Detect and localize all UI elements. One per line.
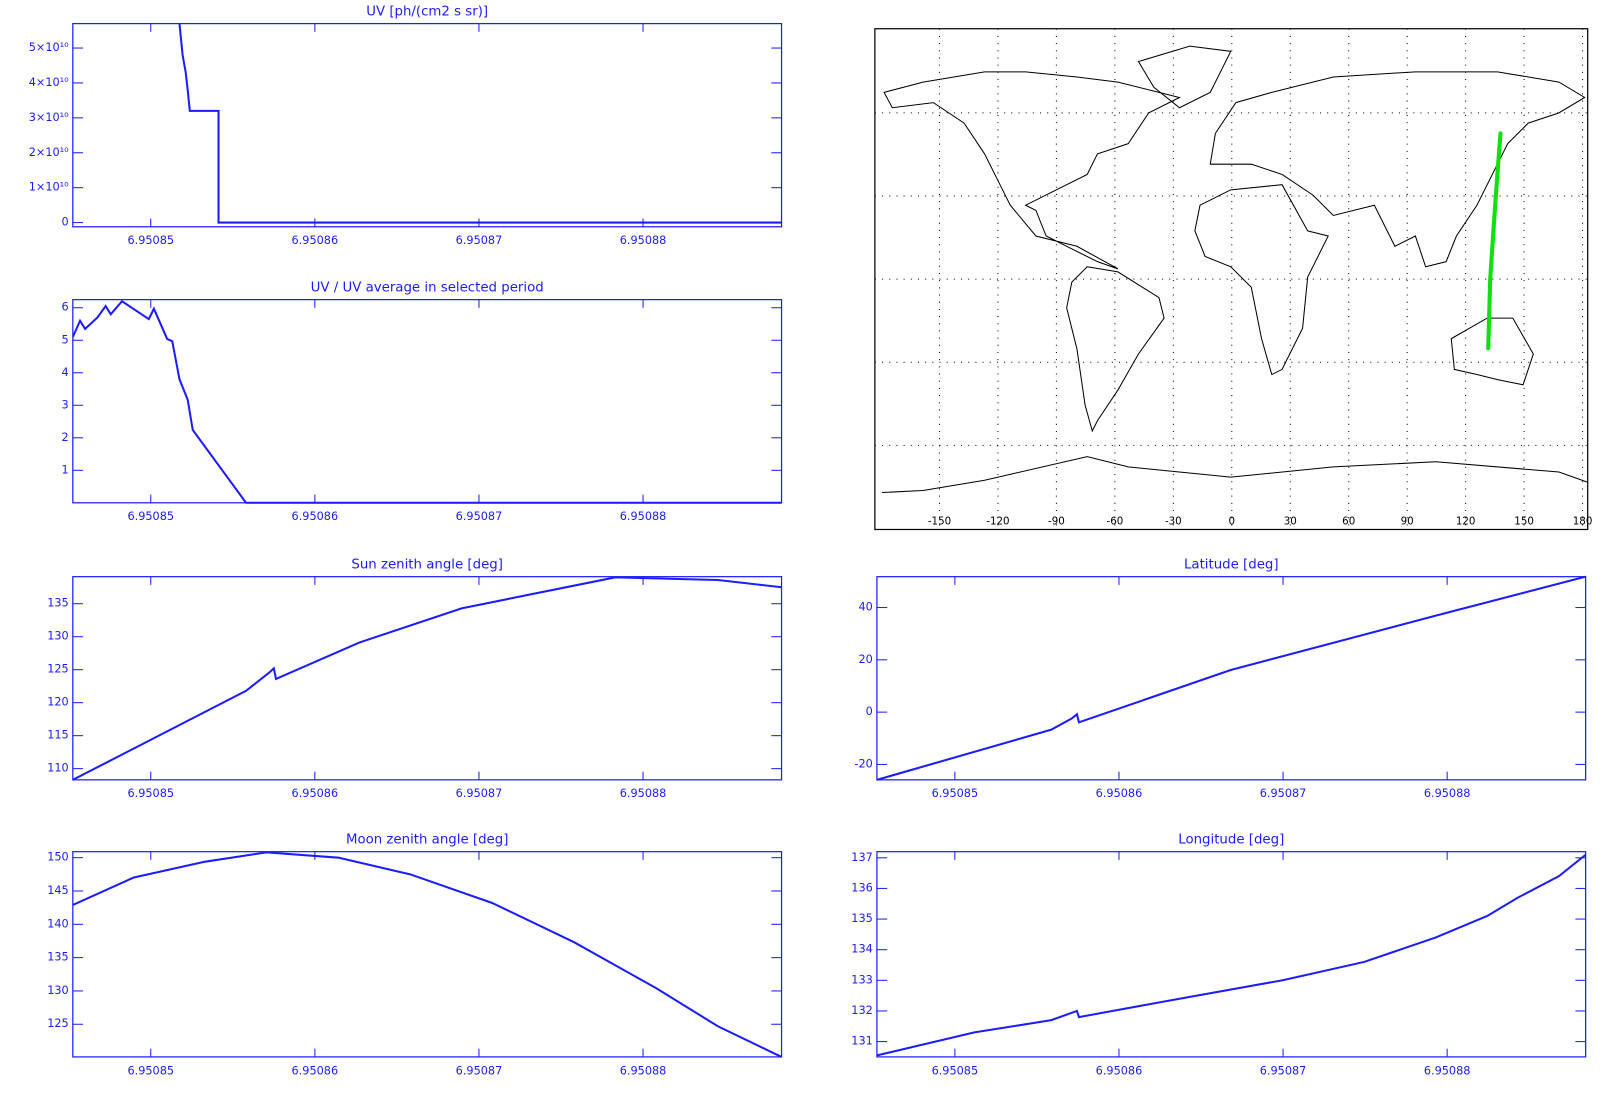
y-tick-label: 133 [851,973,873,986]
x-tick-label: 0 [1229,515,1236,527]
x-tick-label: 6.95087 [456,787,503,800]
y-tick-label: 135 [851,912,873,925]
y-tick-label: 132 [851,1004,873,1017]
coastline [1194,184,1329,376]
x-tick-label: -60 [1106,515,1123,527]
x-tick-label: 30 [1284,515,1297,527]
x-tick-label: 6.95088 [1424,787,1471,800]
y-tick-label: 120 [47,696,69,709]
y-tick-label: 1×10¹⁰ [29,181,69,194]
y-tick-label: 4×10¹⁰ [29,76,69,89]
data-line [72,851,782,1058]
y-tick-label: 136 [851,881,873,894]
y-tick-label: 125 [47,663,69,676]
x-tick-label: 6.95085 [932,787,979,800]
x-tick-label: 6.95085 [127,234,174,247]
y-tick-label: 3×10¹⁰ [29,111,69,124]
y-tick-label: 5 [62,333,69,346]
x-tick-label: 6.95087 [456,234,503,247]
plot-frame [72,22,783,228]
y-tick-label: 140 [47,917,69,930]
x-tick-label: 6.95087 [456,1064,503,1077]
plot-frame [72,851,783,1058]
x-tick-label: 6.95087 [1260,787,1307,800]
y-tick-label: 135 [47,951,69,964]
x-tick-label: 6.95086 [292,234,339,247]
y-tick-label: 40 [858,601,872,614]
chart-title: Sun zenith angle [deg] [351,557,503,572]
x-tick-label: 6.95086 [1096,787,1143,800]
data-line [72,299,782,504]
y-tick-label: 131 [851,1035,873,1048]
y-tick-label: 135 [47,597,69,610]
x-tick-label: 6.95085 [932,1064,979,1077]
x-tick-label: 6.95088 [1424,1064,1471,1077]
x-tick-label: 6.95085 [127,1064,174,1077]
y-tick-label: 2×10¹⁰ [29,146,69,159]
x-tick-label: -30 [1165,515,1182,527]
coastline [883,71,1181,270]
y-tick-label: 134 [851,943,873,956]
ground-track [1486,131,1503,351]
coastline [1137,45,1232,109]
x-tick-label: 6.95087 [1260,1064,1307,1077]
x-tick-label: 6.95087 [456,510,503,523]
x-tick-label: 90 [1401,515,1414,527]
x-tick-label: 6.95088 [620,234,667,247]
x-tick-label: 60 [1342,515,1355,527]
y-tick-label: 2 [62,431,69,444]
y-tick-label: 0 [866,705,873,718]
x-tick-label: -150 [928,515,951,527]
chart-title: UV / UV average in selected period [311,280,544,295]
coastline [1209,71,1586,268]
x-tick-label: 6.95088 [620,1064,667,1077]
chart-title: UV [ph/(cm2 s sr)] [366,4,488,19]
x-tick-label: 120 [1456,515,1476,527]
x-tick-label: 6.95086 [292,510,339,523]
y-tick-label: 4 [62,366,69,379]
plot-frame [876,576,1587,781]
x-tick-label: 6.95085 [127,787,174,800]
chart-title: Moon zenith angle [deg] [346,832,508,847]
data-line [72,576,782,781]
data-line [876,853,1586,1057]
x-tick-label: 6.95088 [620,510,667,523]
y-tick-label: 130 [47,630,69,643]
y-tick-label: 130 [47,984,69,997]
x-tick-label: 6.95085 [127,510,174,523]
y-tick-label: 1 [62,463,69,476]
y-tick-label: -20 [854,757,872,770]
plot-frame [72,576,783,781]
y-tick-label: 137 [851,851,873,864]
chart-title: Latitude [deg] [1184,557,1279,572]
data-line [178,23,782,224]
y-tick-label: 0 [62,216,69,229]
y-tick-label: 3 [62,398,69,411]
y-tick-label: 125 [47,1017,69,1030]
y-tick-label: 6 [62,301,69,314]
x-tick-label: 180 [1573,515,1593,527]
x-tick-label: 6.95086 [292,787,339,800]
coastline [882,456,1588,494]
chart-title: Longitude [deg] [1178,832,1284,847]
x-tick-label: 6.95088 [620,787,667,800]
y-tick-label: 115 [47,729,69,742]
data-line [876,575,1586,781]
x-tick-label: -120 [986,515,1009,527]
y-tick-label: 110 [47,762,69,775]
y-tick-label: 145 [47,884,69,897]
plot-frame [876,851,1587,1058]
x-tick-label: -90 [1048,515,1065,527]
x-tick-label: 6.95086 [1096,1064,1143,1077]
coastline [1066,266,1165,433]
y-tick-label: 150 [47,851,69,864]
y-tick-label: 5×10¹⁰ [29,41,69,54]
world-map [882,45,1588,494]
coastline [1450,317,1534,386]
x-tick-label: 6.95086 [292,1064,339,1077]
x-tick-label: 150 [1514,515,1534,527]
y-tick-label: 20 [858,653,872,666]
